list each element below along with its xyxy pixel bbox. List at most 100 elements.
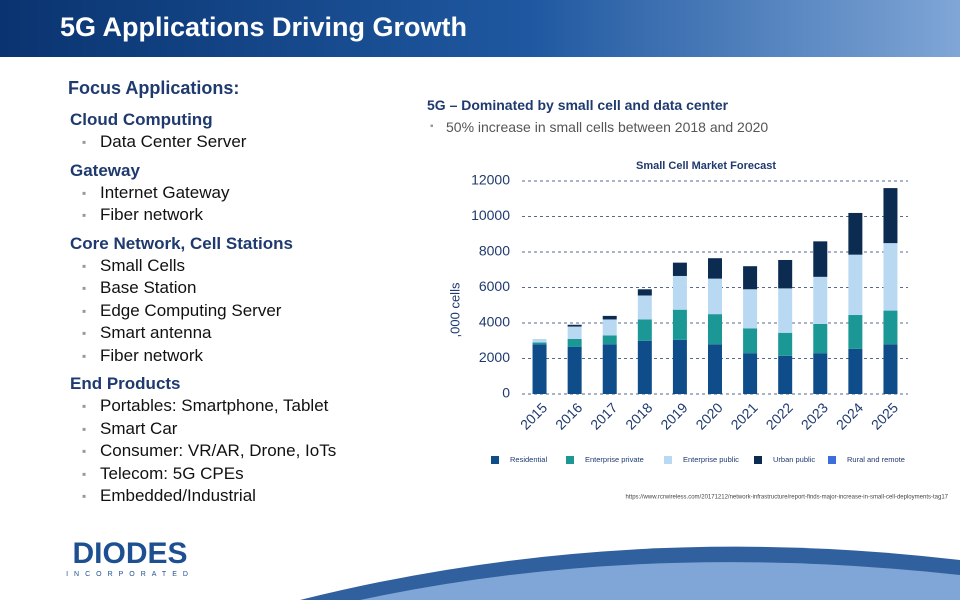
group-title: Gateway [70, 160, 140, 180]
bar-segment [532, 344, 547, 394]
bar-segment [743, 289, 758, 329]
group-title: Cloud Computing [70, 110, 213, 129]
legend-label: Enterprise public [683, 455, 739, 464]
bar-segment [813, 353, 828, 394]
bar-segment [848, 254, 863, 316]
list-item: Data Center Server [68, 131, 408, 154]
legend-swatch [664, 456, 672, 464]
bar-segment [567, 338, 582, 347]
bar-segment [708, 258, 722, 279]
x-tick-label: 2020 [692, 399, 725, 432]
list-item: Fiber network [68, 204, 408, 227]
y-axis-label: ,000 cells [447, 282, 462, 337]
legend-swatch [491, 456, 499, 464]
x-tick-label: 2015 [517, 399, 550, 432]
list-item: Small Cells [68, 255, 408, 278]
y-tick-label: 10000 [471, 207, 510, 223]
bar-segment [778, 332, 793, 356]
legend-label: Residential [510, 455, 547, 464]
legend-label: Enterprise private [585, 455, 644, 464]
list-item: Edge Computing Server [68, 300, 408, 323]
bar-segment [743, 353, 758, 394]
bar-segment [637, 295, 652, 320]
x-tick-label: 2024 [833, 399, 866, 432]
title-bar [0, 0, 960, 57]
x-tick-label: 2022 [763, 399, 796, 432]
bar-segment [813, 323, 828, 354]
y-tick-label: 2000 [479, 349, 510, 365]
x-tick-label: 2016 [552, 399, 585, 432]
bar-segment [672, 309, 687, 340]
swoosh-light [360, 562, 960, 600]
bar-segment [602, 315, 617, 320]
bar-segment [883, 243, 898, 311]
bar-segment [532, 342, 547, 345]
bar-segment [672, 275, 687, 310]
bar-segment [567, 346, 582, 394]
bar-segment [637, 289, 652, 296]
y-tick-label: 4000 [479, 314, 510, 330]
legend-swatch [828, 456, 836, 464]
list-item: Embedded/Industrial [68, 485, 408, 508]
chart-heading: 5G – Dominated by small cell and data ce… [427, 97, 729, 113]
list-item: Fiber network [68, 345, 408, 368]
bar-segment [567, 326, 582, 339]
legend-label: Urban public [773, 455, 815, 464]
y-tick-label: 6000 [479, 278, 510, 294]
x-tick-label: 2025 [868, 399, 901, 432]
y-tick-label: 0 [502, 385, 510, 401]
bar-segment [743, 328, 758, 354]
bar-segment [848, 212, 863, 255]
focus-list: Focus Applications: Cloud Computing Data … [68, 78, 408, 508]
list-item: Consumer: VR/AR, Drone, IoTs [68, 440, 408, 463]
group-title: End Products [70, 374, 181, 393]
bar-segment [708, 278, 722, 315]
legend-swatch [566, 456, 574, 464]
x-tick-label: 2017 [587, 399, 620, 432]
source: https://www.rcrwireless.com/20171212/net… [626, 495, 949, 501]
group-title: Core Network, Cell Stations [70, 233, 293, 253]
x-tick-label: 2018 [622, 399, 655, 432]
slide-title: 5G Applications Driving Growth [60, 12, 468, 42]
x-tick-label: 2021 [727, 399, 760, 432]
x-tick-label: 2023 [798, 399, 831, 432]
bar-segment [672, 262, 687, 276]
bar-segment [708, 344, 722, 394]
list-item: Smart antenna [68, 322, 408, 345]
x-tick-label: 2019 [657, 399, 690, 432]
list-item: Internet Gateway [68, 182, 408, 205]
bar-segment [602, 344, 617, 394]
bar-segment [602, 335, 617, 345]
bar-segment [532, 338, 547, 343]
bar-segment [883, 310, 898, 345]
bar-segment [883, 188, 898, 244]
bar-segment [708, 314, 722, 345]
legend-label: Rural and remote [847, 455, 905, 464]
bar-segment [778, 288, 793, 333]
legend-swatch [754, 456, 762, 464]
bar-segment [813, 241, 828, 277]
bar-segment [778, 259, 793, 289]
bar-segment [743, 266, 758, 290]
bar-segment [602, 319, 617, 336]
bar-segment [672, 339, 687, 394]
bar-segment [637, 319, 652, 341]
chart-title: Small Cell Market Forecast [636, 160, 776, 172]
y-tick-label: 12000 [471, 172, 510, 188]
list-item: Portables: Smartphone, Tablet [68, 395, 408, 418]
bar-segment [637, 340, 652, 394]
logo: DIODES [72, 537, 187, 570]
bar-segment [567, 324, 582, 327]
list-item: Smart Car [68, 418, 408, 441]
y-tick-label: 8000 [479, 243, 510, 259]
list-item: Telecom: 5G CPEs [68, 463, 408, 486]
logo-tagline: INCORPORATED [66, 571, 194, 578]
bar-segment [848, 315, 863, 349]
list-item: Base Station [68, 277, 408, 300]
bar-segment [883, 344, 898, 394]
list-heading: Focus Applications: [68, 78, 240, 98]
bar-segment [848, 348, 863, 394]
chart-bullet: 50% increase in small cells between 2018… [430, 119, 768, 135]
